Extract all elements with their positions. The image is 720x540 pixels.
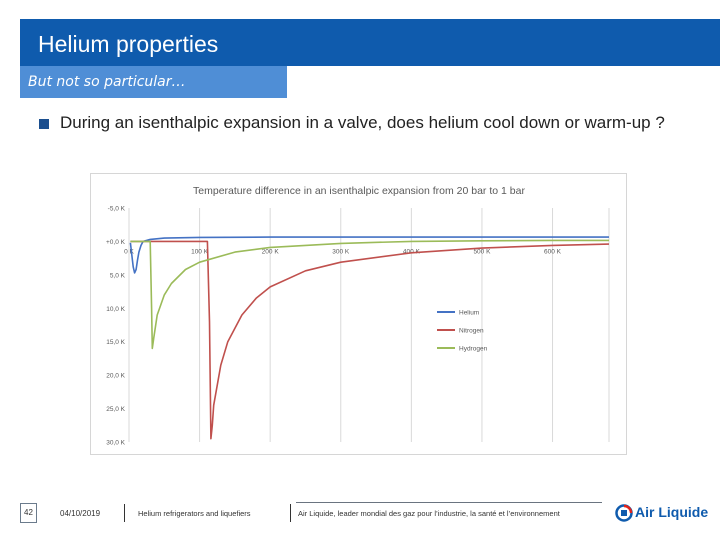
- slide-title: Helium properties: [38, 31, 219, 57]
- chart-title: Temperature difference in an isenthalpic…: [193, 185, 525, 197]
- y-tick-label: 30,0 K: [106, 440, 125, 447]
- footer-separator: [124, 504, 125, 522]
- x-tick-label: 300 K: [332, 248, 350, 255]
- x-tick-label: 100 K: [191, 248, 209, 255]
- x-tick-label: 400 K: [403, 248, 421, 255]
- header-bar: Helium properties: [20, 19, 720, 66]
- series-line-helium: [129, 236, 609, 274]
- footer-separator: [290, 504, 291, 522]
- legend-label-nitrogen: Nitrogen: [459, 328, 484, 335]
- y-tick-label: 25,0 K: [106, 406, 125, 413]
- x-tick-label: 200 K: [262, 248, 280, 255]
- bullet-marker: [39, 119, 49, 129]
- x-tick-label: 600 K: [544, 248, 562, 255]
- footer-rule: [296, 502, 602, 503]
- bullet-text: During an isenthalpic expansion in a val…: [60, 113, 665, 132]
- legend-label-helium: Helium: [459, 310, 479, 317]
- chart-svg: Temperature difference in an isenthalpic…: [106, 185, 610, 447]
- y-tick-label: 10,0 K: [106, 306, 125, 313]
- y-tick-label: 20,0 K: [106, 373, 125, 380]
- logo-text: Air Liquide: [635, 504, 709, 520]
- slide-subtitle: But not so particular…: [28, 74, 186, 90]
- y-tick-label: -5,0 K: [108, 206, 126, 213]
- air-liquide-logo-icon: [615, 504, 633, 522]
- footer-topic: Helium refrigerators and liquefiers: [138, 509, 251, 518]
- page-number: 42: [20, 503, 37, 523]
- series: [129, 236, 610, 440]
- legend[interactable]: Helium Nitrogen Hydrogen: [437, 310, 488, 353]
- y-tick-labels: -5,0 K +0,0 K 5,0 K 10,0 K 15,0 K 20,0 K 25,0 …: [106, 206, 126, 447]
- y-tick-label: 15,0 K: [106, 339, 125, 346]
- legend-label-hydrogen: Hydrogen: [459, 346, 488, 353]
- footer-date: 04/10/2019: [60, 509, 101, 518]
- footer-tagline: Air Liquide, leader mondial des gaz pour…: [298, 509, 560, 518]
- y-tick-label: 5,0 K: [110, 272, 126, 279]
- y-tick-label: +0,0 K: [106, 239, 126, 246]
- chart: Temperature difference in an isenthalpic…: [90, 173, 627, 455]
- x-tick-labels: 0 K 100 K 200 K 300 K 400 K 500 K 600 K: [124, 248, 562, 255]
- series-line-nitrogen: [130, 240, 610, 440]
- series-line-hydrogen: [130, 239, 609, 350]
- subtitle-bar: But not so particular…: [20, 66, 287, 98]
- x-tick-label: 500 K: [473, 248, 491, 255]
- x-tick-label: 0 K: [124, 248, 134, 255]
